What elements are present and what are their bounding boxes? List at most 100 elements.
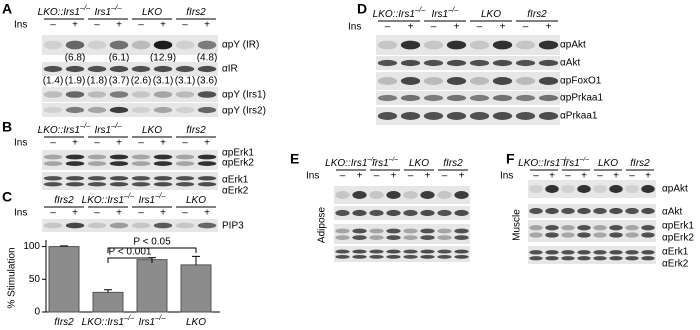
quantification: (3.6)	[197, 76, 218, 87]
blot-label: αpErk2	[222, 158, 254, 169]
band	[175, 40, 195, 50]
band	[43, 182, 63, 187]
genotype-label: LKO	[409, 158, 429, 169]
band	[403, 209, 418, 217]
band	[545, 185, 559, 193]
blot-background	[42, 35, 218, 55]
band	[386, 228, 401, 234]
band	[109, 161, 129, 167]
band	[369, 209, 384, 217]
lane-plus: +	[613, 171, 619, 182]
band	[420, 235, 435, 241]
band	[454, 254, 469, 259]
band	[437, 191, 452, 199]
band	[469, 94, 490, 102]
band	[609, 256, 623, 261]
band	[386, 254, 401, 259]
band	[335, 228, 350, 234]
genotype-label: Irs1–/–	[431, 5, 459, 20]
panel-label: E	[290, 151, 299, 167]
genotype-superscript: –/–	[110, 3, 122, 12]
genotype-label: LKO::Irs1–/–	[82, 191, 136, 206]
band	[400, 40, 421, 50]
lane-plus: +	[204, 138, 210, 149]
blot-label: αAkt	[560, 58, 580, 69]
quantification: (4.8)	[197, 53, 218, 64]
band	[515, 77, 536, 85]
band	[377, 94, 398, 102]
genotype-label: LKO	[186, 195, 206, 206]
genotype-superscript: –/–	[123, 191, 135, 200]
blot-background	[334, 246, 470, 262]
genotype-superscript: –/–	[447, 5, 459, 14]
genotype-name: fIrs2	[186, 125, 206, 136]
lane-plus: +	[408, 22, 414, 33]
band	[423, 59, 444, 67]
band	[469, 77, 490, 85]
band	[109, 91, 129, 98]
band	[386, 191, 401, 199]
band	[197, 40, 217, 50]
lane-minus: –	[138, 208, 144, 219]
band	[561, 256, 575, 261]
quantification: (12.9)	[150, 53, 176, 64]
genotype-superscript: –/–	[366, 156, 377, 163]
band	[369, 249, 384, 254]
lane-minus: –	[340, 171, 346, 182]
lane-minus: –	[565, 171, 571, 182]
genotype-name: fIrs2	[443, 158, 463, 169]
band	[175, 161, 195, 167]
lane-minus: –	[408, 171, 414, 182]
band	[529, 225, 543, 231]
band	[153, 176, 173, 181]
band	[609, 207, 623, 215]
genotype-label: fIrs2	[54, 195, 74, 206]
band	[43, 65, 63, 73]
band	[561, 232, 575, 238]
band	[529, 250, 543, 255]
lane-minus: –	[442, 171, 448, 182]
band	[400, 59, 421, 67]
band	[43, 40, 63, 50]
blot-background	[376, 107, 560, 125]
band	[131, 106, 151, 114]
genotype-name: LKO	[409, 158, 429, 169]
quantification: (3.1)	[153, 76, 174, 87]
genotype-label: Irs1–/–	[138, 191, 166, 206]
ins-label: Ins	[306, 171, 319, 182]
band	[577, 256, 591, 261]
genotype-name: Irs1	[431, 9, 448, 20]
band	[577, 232, 591, 238]
band	[577, 225, 591, 231]
blot-background	[42, 87, 218, 102]
band	[446, 112, 467, 120]
lane-minus: –	[50, 20, 56, 31]
quantification: (3.1)	[175, 76, 196, 87]
blot-background	[42, 219, 218, 232]
band	[197, 182, 217, 187]
lane-plus: +	[546, 22, 552, 33]
band	[454, 209, 469, 217]
genotype-name: LKO	[142, 7, 162, 18]
genotype-superscript: –/–	[154, 191, 166, 200]
band	[386, 235, 401, 241]
lane-plus: +	[645, 171, 651, 182]
y-tick-label: 50	[29, 274, 41, 285]
band	[87, 222, 107, 229]
band	[423, 112, 444, 120]
band	[386, 249, 401, 254]
blot-background	[334, 206, 470, 220]
band	[87, 154, 107, 160]
band	[593, 225, 607, 231]
band	[420, 209, 435, 217]
blot-background	[42, 62, 218, 76]
blot-background	[528, 220, 656, 242]
ins-label: Ins	[500, 171, 513, 182]
genotype-name: LKO	[186, 195, 206, 206]
blot-label: αAkt	[662, 207, 682, 218]
band	[175, 106, 195, 114]
blot-label: αErk1	[222, 175, 249, 186]
band	[625, 207, 639, 215]
band	[403, 191, 418, 199]
band	[87, 40, 107, 50]
